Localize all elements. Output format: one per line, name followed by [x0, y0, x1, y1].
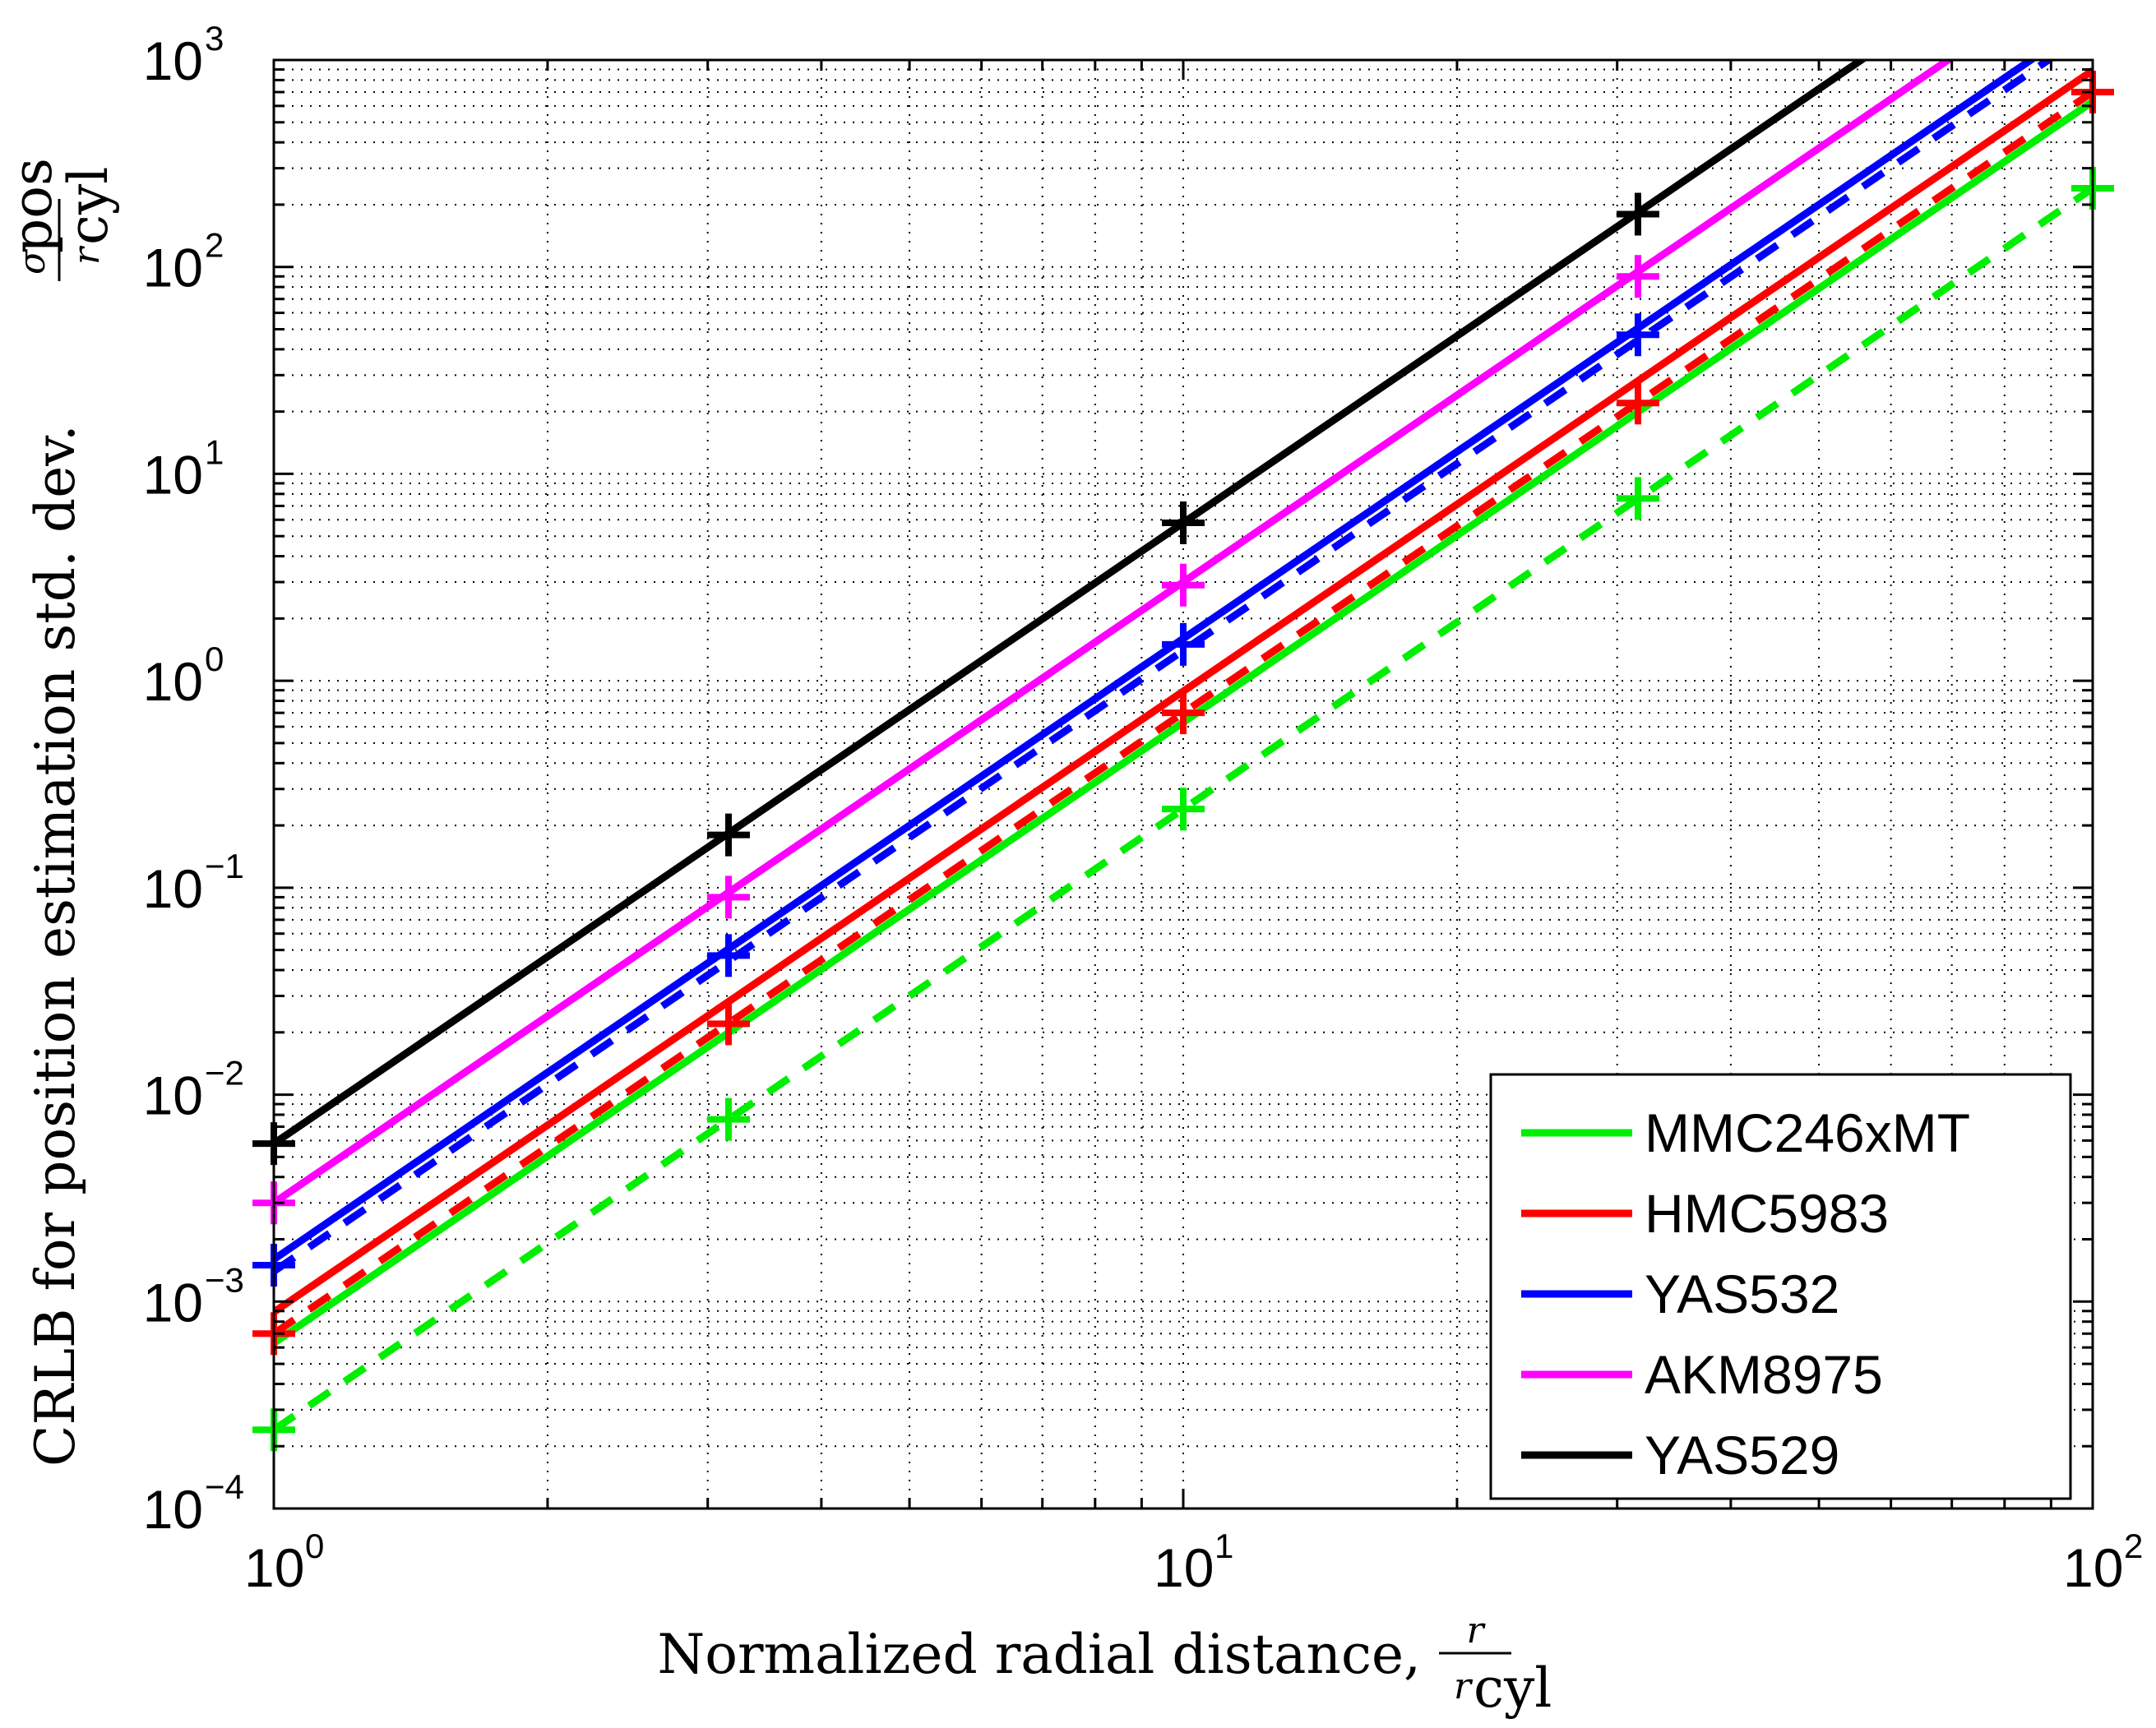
x-axis-title: Normalized radial distance, r r cyl [657, 1610, 1552, 1720]
y-tick-label: 10 [143, 1272, 203, 1333]
x-tick-exponent: 0 [305, 1527, 324, 1565]
x-axis-frac-den-sub: cyl [1474, 1656, 1552, 1720]
marker-hmc5983 [1616, 381, 1659, 425]
marker-mmc246xmt [706, 1097, 750, 1141]
x-axis-frac-den: r [1454, 1666, 1474, 1707]
y-tick-label: 10 [143, 1065, 203, 1126]
y-tick-exponent: −3 [205, 1260, 244, 1299]
marker-akm8975 [1162, 563, 1205, 607]
x-tick-labels: 10 0 10 1 10 2 [244, 1527, 2143, 1598]
marker-yas529 [1616, 192, 1659, 236]
y-tick-exponent: −2 [205, 1054, 244, 1093]
y-axis-label: CRLB for position estimation std. dev. [24, 424, 87, 1467]
y-tick-exponent: 0 [205, 640, 224, 678]
y-axis-frac-num-sub: pos [1, 158, 64, 253]
y-axis-frac-den-sub: cyl [57, 167, 120, 245]
marker-hmc5983 [706, 1002, 750, 1046]
y-axis-frac-den: r [66, 245, 108, 265]
series-line-hmc5983 [274, 67, 2093, 1315]
x-tick-label: 10 [1154, 1537, 1214, 1598]
legend-label-yas532: YAS532 [1645, 1264, 1839, 1324]
legend-label-mmc246xmt: MMC246xMT [1645, 1102, 1970, 1163]
marker-yas529 [706, 813, 750, 857]
legend-label-hmc5983: HMC5983 [1645, 1183, 1889, 1244]
y-tick-label: 10 [143, 238, 203, 298]
y-tick-exponent: 1 [205, 432, 224, 471]
y-tick-exponent: −1 [205, 847, 244, 885]
marker-akm8975 [706, 876, 750, 919]
y-tick-label: 10 [143, 1479, 203, 1540]
y-tick-label: 10 [143, 858, 203, 919]
marker-mmc246xmt [1162, 788, 1205, 831]
x-axis-label: Normalized radial distance, [657, 1623, 1421, 1686]
marker-yas532 [706, 934, 750, 977]
y-tick-exponent: 2 [205, 226, 224, 265]
marker-yas529 [1162, 501, 1205, 544]
legend[interactable]: MMC246xMT HMC5983 YAS532 AKM8975 YAS529 [1489, 1073, 2072, 1500]
legend-label-akm8975: AKM8975 [1645, 1344, 1883, 1405]
marker-mmc246xmt [1616, 477, 1659, 520]
y-axis-title: CRLB for position estimation std. dev. σ… [1, 158, 120, 1467]
legend-box [1489, 1073, 2072, 1500]
marker-yas532 [1616, 313, 1659, 357]
y-tick-exponent: −4 [205, 1467, 244, 1506]
x-tick-label: 10 [2063, 1537, 2123, 1598]
x-axis-frac-num: r [1466, 1610, 1486, 1652]
marker-yas532 [1162, 622, 1205, 666]
y-tick-label: 10 [143, 651, 203, 712]
marker-hmc5983 [1162, 691, 1205, 735]
marker-akm8975 [1616, 255, 1659, 298]
x-tick-exponent: 2 [2124, 1527, 2143, 1565]
legend-label-yas529: YAS529 [1645, 1425, 1839, 1485]
y-tick-label: 10 [143, 444, 203, 505]
y-axis-frac-num: σ [12, 248, 53, 275]
y-tick-exponent: 3 [205, 19, 224, 58]
ticks-group [272, 58, 2094, 1510]
x-tick-label: 10 [244, 1537, 304, 1598]
x-tick-exponent: 1 [1214, 1527, 1233, 1565]
y-tick-label: 10 [143, 30, 203, 91]
